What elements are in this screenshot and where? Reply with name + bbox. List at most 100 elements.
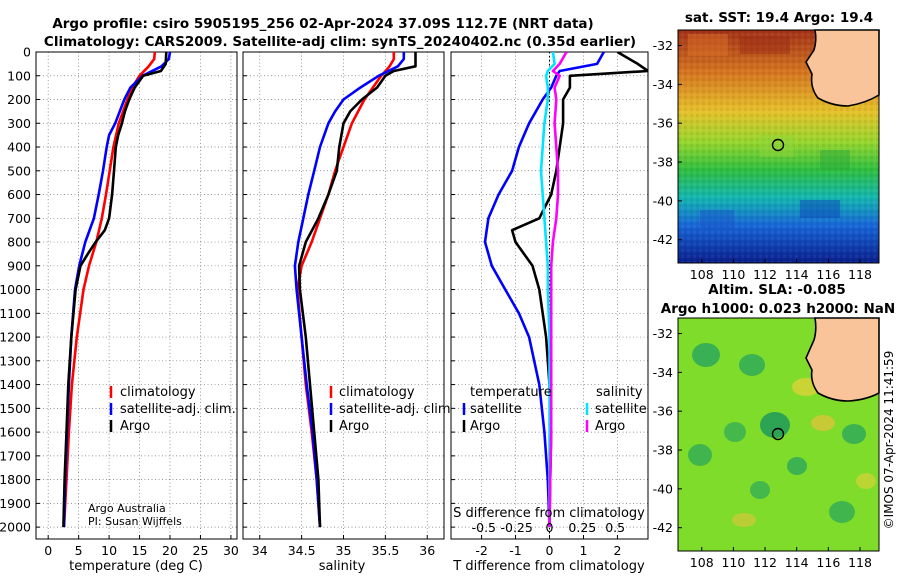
depth-tick-label: 1300 (0, 353, 31, 368)
depth-tick-label: 500 (7, 163, 31, 178)
difference-xlabel: T difference from climatology (452, 559, 645, 574)
map-lat-label: -42 (653, 232, 673, 247)
map-lon-label: 112 (753, 555, 777, 570)
depth-tick-label: 1900 (0, 496, 31, 511)
x-tick-label: 0 (44, 543, 52, 558)
map-lon-label: 116 (816, 555, 840, 570)
difference-tick-labels: -2 -1 0 1 2 (475, 543, 621, 558)
difference-legend: temperature satellite Argo salinity sate… (462, 385, 647, 434)
sla-low-blob (842, 424, 866, 444)
legend-t-argo-label: Argo (470, 419, 500, 434)
legend-s-argo-label: Argo (595, 419, 625, 434)
sst-cool-patch (800, 200, 840, 218)
x-tick-label: 15 (132, 543, 148, 558)
salinity-legend: climatology satellite-adj. clim. Argo (329, 385, 455, 434)
map-lon-label: 118 (848, 555, 872, 570)
legend-s-satellite-label: satellite (595, 402, 647, 417)
x-tick-label: 1 (579, 543, 587, 558)
s-diff-tick-label: 0.5 (605, 520, 625, 535)
sst-argo-marker (771, 138, 785, 152)
sla-map-frame (677, 317, 880, 552)
temperature-xlabel: temperature (deg C) (69, 559, 203, 574)
depth-tick-label: 400 (7, 140, 31, 155)
salinity-profiles (293, 52, 417, 528)
x-tick-label: 25 (193, 543, 209, 558)
map-lat-label: -42 (653, 520, 673, 535)
map-lat-label: -32 (653, 326, 673, 341)
legend-climatology-label: climatology (120, 385, 196, 400)
depth-tick-label: 1100 (0, 306, 31, 321)
depth-tick-label: 1700 (0, 448, 31, 463)
salinity-panel: 34 34.5 35 35.5 36 salinity climatology sate… (242, 51, 455, 574)
map-lat-label: -40 (653, 481, 673, 496)
timestamp-credit: ©IMOS 07-Apr-2024 11:41:59 (882, 351, 896, 530)
sla-low-blob (787, 457, 807, 475)
series-argo (62, 52, 168, 528)
series-temperature-satellite (483, 52, 605, 528)
sla-high-blob (856, 473, 876, 489)
sst-warm-patch (740, 36, 790, 54)
map-lon-label: 110 (721, 555, 745, 570)
series-salinity-satellite (539, 52, 556, 528)
x-tick-label: 0 (546, 543, 554, 558)
figure-title-line1: Argo profile: csiro 5905195_256 02-Apr-2… (52, 16, 593, 32)
depth-tick-label: 200 (7, 92, 31, 107)
figure-title-line2: Climatology: CARS2009. Satellite-adj cli… (44, 34, 636, 50)
depth-tick-label: 1000 (0, 282, 31, 297)
x-tick-label: 10 (101, 543, 117, 558)
sst-cool-patch (820, 150, 850, 170)
sla-low-blob (739, 354, 765, 376)
map-lat-label: -34 (653, 365, 673, 380)
sla-low-blob (829, 501, 855, 523)
map-lon-label: 112 (753, 267, 777, 282)
sst-cool-patch (760, 135, 794, 157)
sst-warm-patch (688, 34, 728, 56)
s-diff-tick-label: -0.5 (472, 520, 496, 535)
depth-tick-label: 1800 (0, 472, 31, 487)
sst-map-title: sat. SST: 19.4 Argo: 19.4 (685, 10, 873, 26)
legend-temperature-title: temperature (470, 385, 552, 400)
map-lat-label: -32 (653, 38, 673, 53)
legend-salinity-title: salinity (596, 385, 643, 400)
x-tick-label: 36 (419, 543, 435, 558)
s-diff-tick-label: -0.25 (500, 520, 532, 535)
sla-map-panel: Altim. SLA: -0.085 Argo h1000: 0.023 h20… (653, 282, 896, 570)
series-salinity-argo (548, 52, 568, 528)
temperature-profiles (62, 52, 172, 528)
map-lon-label: 116 (816, 267, 840, 282)
x-tick-label: 35.5 (371, 543, 399, 558)
legend-argo-label: Argo (339, 419, 369, 434)
map-lat-label: -38 (653, 443, 673, 458)
depth-tick-label: 1200 (0, 330, 31, 345)
salinity-diff-tick-labels: -0.5 -0.25 0 0.25 0.5 (472, 520, 625, 535)
series-climatology (62, 52, 157, 528)
sst-field-patches (688, 34, 850, 230)
salinity-grid (243, 51, 444, 539)
map-lon-label: 108 (690, 555, 714, 570)
map-lat-label: -34 (653, 77, 673, 92)
sla-map-title-line2: Argo h1000: 0.023 h2000: NaN (661, 301, 895, 317)
sla-argo-marker (771, 427, 785, 441)
s-diff-tick-label: 0.25 (568, 520, 596, 535)
legend-satellite-label: satellite-adj. clim. (339, 402, 455, 417)
depth-tick-label: 600 (7, 187, 31, 202)
temperature-tick-labels: 0 5 10 15 20 25 30 (44, 543, 239, 558)
depth-tick-label: 1600 (0, 425, 31, 440)
x-tick-label: 5 (75, 543, 83, 558)
sla-low-blob (688, 444, 712, 466)
sla-low-blob (750, 481, 770, 499)
sla-map-title-line1: Altim. SLA: -0.085 (708, 282, 845, 298)
credit-line1: Argo Australia (88, 502, 166, 515)
legend-argo-label: Argo (120, 419, 150, 434)
map-lat-label: -38 (653, 155, 673, 170)
depth-tick-labels: 0 100 200 300 400 500 600 700 800 900 1000 1100 1200… (0, 45, 31, 535)
map-lat-label: -36 (653, 116, 673, 131)
x-tick-label: 34.5 (288, 543, 316, 558)
map-lon-label: 108 (690, 267, 714, 282)
sla-anomaly-blobs (688, 343, 876, 527)
australia-landmass (805, 29, 880, 107)
map-lon-label: 110 (721, 267, 745, 282)
depth-tick-label: 1500 (0, 401, 31, 416)
salinity-xlabel: salinity (319, 559, 366, 574)
s-diff-tick-label: 0 (546, 520, 554, 535)
